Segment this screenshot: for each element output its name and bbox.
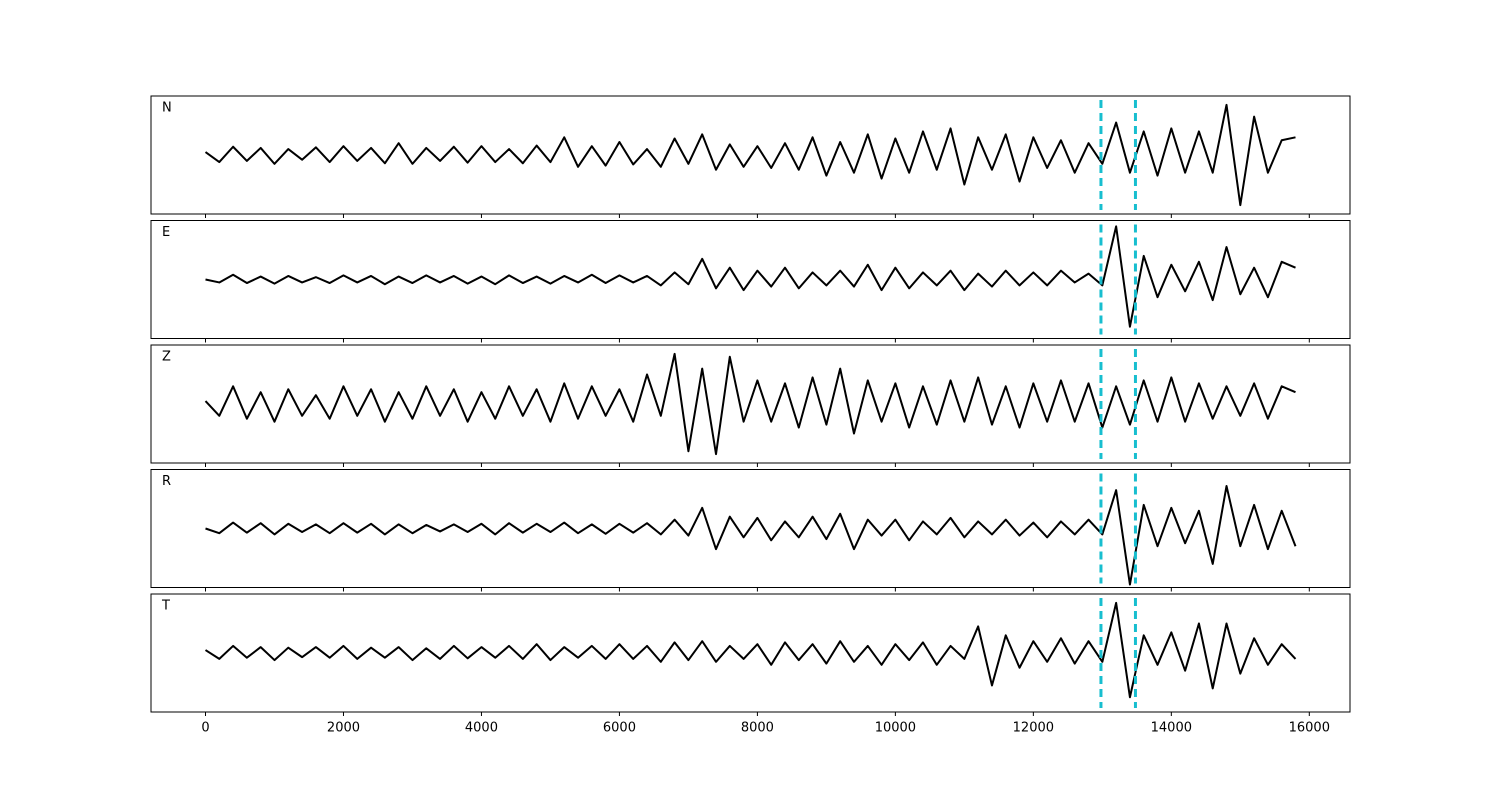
trace <box>205 485 1297 586</box>
panel-label: N <box>162 101 172 116</box>
trace <box>204 352 1296 456</box>
x-tick-label: 12000 <box>1013 721 1054 736</box>
x-tick-label: 4000 <box>465 721 498 736</box>
x-tick-label: 8000 <box>741 721 774 736</box>
panel-frame <box>150 95 1351 215</box>
panel-label: Z <box>162 350 171 365</box>
panel-label: T <box>161 599 170 614</box>
panel-label: E <box>162 225 170 240</box>
x-tick-label: 2000 <box>327 721 360 736</box>
x-tick-label: 0 <box>201 721 209 736</box>
panel-frame <box>150 344 1351 464</box>
x-tick-label: 14000 <box>1151 721 1192 736</box>
x-tick-label: 10000 <box>875 721 916 736</box>
x-tick-label: 6000 <box>603 721 636 736</box>
trace <box>204 601 1297 699</box>
panel-frame <box>150 220 1351 339</box>
panel-frame <box>150 593 1351 713</box>
trace <box>205 225 1296 328</box>
panel-frame <box>150 469 1351 588</box>
panel-label: R <box>162 474 171 489</box>
x-tick-label: 16000 <box>1289 721 1330 736</box>
trace <box>204 103 1296 207</box>
